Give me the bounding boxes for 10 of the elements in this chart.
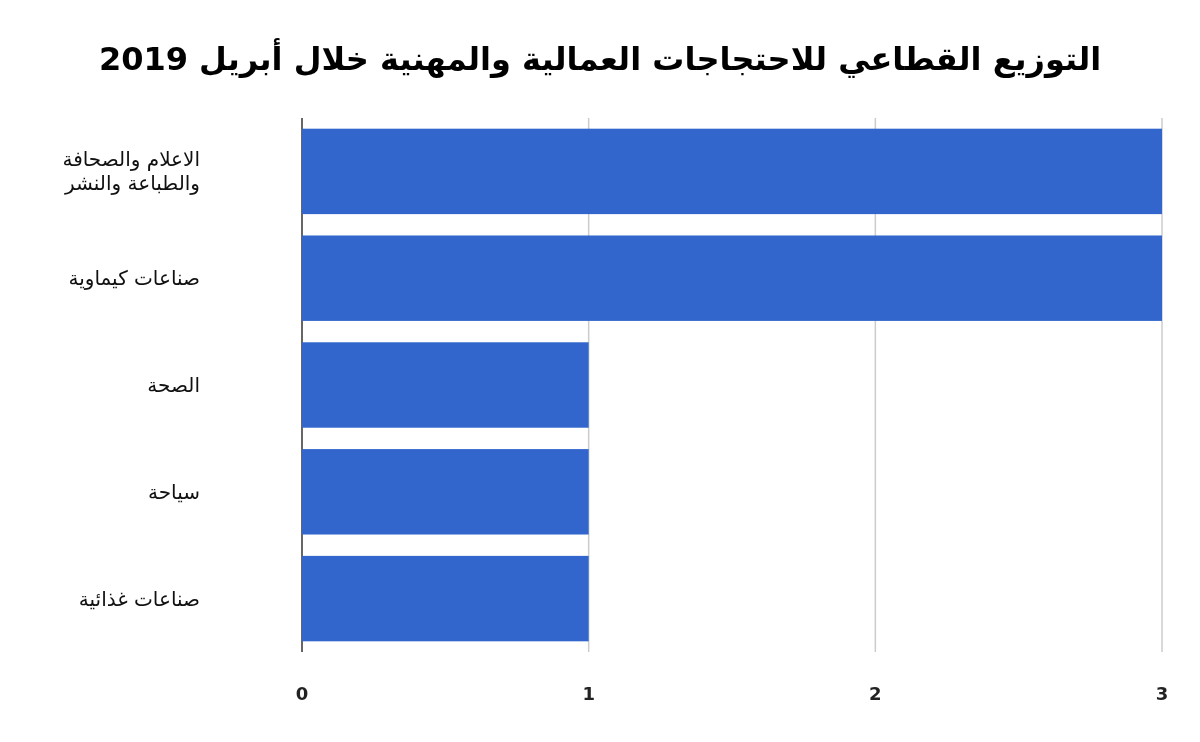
chart-title: التوزيع القطاعي للاحتجاجات العمالية والمهنية خلال أبريل 2019 [98, 38, 1102, 78]
x-tick-label: 2 [869, 683, 882, 704]
x-tick-label: 3 [1155, 683, 1169, 704]
y-tick-label: سياحة [148, 479, 200, 504]
x-tick-label: 0 [295, 683, 309, 704]
y-tick-label: الصحة [147, 373, 200, 397]
x-tick-label: 1 [582, 683, 595, 704]
y-tick-label: صناعات غذائية [78, 586, 200, 611]
y-tick-label: صناعات كيماوية [68, 266, 200, 291]
y-tick-label: الاعلام والصحافة والطباعة والنشر [62, 147, 200, 196]
